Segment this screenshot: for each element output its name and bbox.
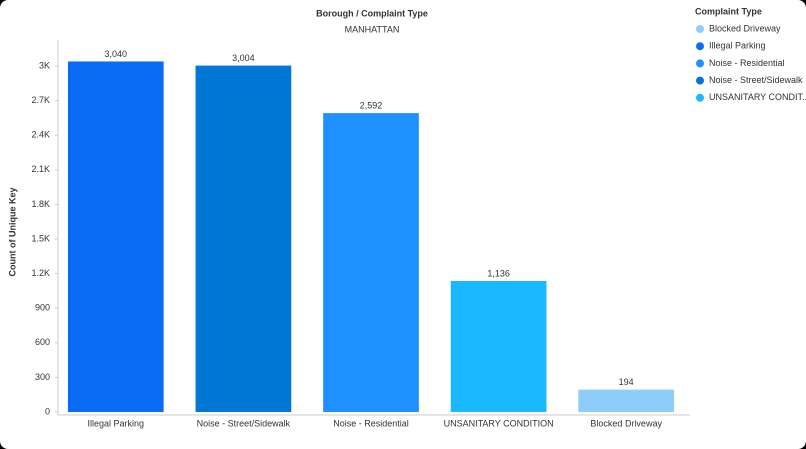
value-label: 2,592	[360, 100, 383, 110]
legend-label[interactable]: Illegal Parking	[709, 41, 766, 51]
legend-title: Complaint Type	[695, 6, 762, 16]
bar[interactable]	[323, 113, 419, 413]
y-tick-label: 2.4K	[31, 130, 50, 140]
y-tick-label: 1.5K	[31, 233, 50, 243]
bar[interactable]	[450, 281, 547, 412]
y-tick-label: 2.1K	[31, 164, 50, 174]
y-tick-label: 1.8K	[31, 199, 50, 209]
legend-label[interactable]: Noise - Street/Sidewalk	[709, 75, 803, 85]
value-label: 3,040	[105, 49, 128, 59]
legend-swatch	[696, 76, 704, 85]
bar[interactable]	[578, 389, 675, 412]
legend-label[interactable]: Noise - Residential	[709, 58, 785, 68]
legend-swatch	[696, 25, 704, 33]
value-label: 3,004	[232, 53, 255, 63]
y-tick-label: 0	[45, 406, 50, 416]
x-tick-label: Blocked Driveway	[590, 418, 662, 428]
y-tick-label: 3K	[39, 60, 50, 70]
y-tick-label: 2.7K	[31, 95, 50, 105]
value-label: 194	[619, 377, 634, 387]
legend-swatch	[696, 59, 704, 68]
bar[interactable]	[195, 65, 292, 412]
x-tick-label: UNSANITARY CONDITION	[444, 418, 554, 428]
chart-title: Borough / Complaint Type	[316, 8, 428, 18]
y-tick-label: 900	[35, 303, 50, 313]
x-tick-label: Noise - Street/Sidewalk	[197, 418, 291, 428]
y-axis-label: Count of Unique Key	[7, 188, 17, 277]
y-tick-label: 1.2K	[31, 268, 50, 278]
legend-swatch	[696, 93, 704, 102]
y-tick-label: 600	[35, 337, 50, 347]
x-tick-label: Illegal Parking	[88, 418, 145, 428]
bar[interactable]	[67, 61, 164, 412]
legend-label[interactable]: UNSANITARY CONDIT...	[709, 92, 806, 102]
value-label: 1,136	[487, 268, 510, 278]
legend-swatch	[696, 42, 704, 51]
y-tick-label: 300	[35, 372, 50, 382]
legend-label[interactable]: Blocked Driveway	[709, 23, 781, 33]
chart-subtitle: MANHATTAN	[345, 24, 400, 34]
x-tick-label: Noise - Residential	[333, 418, 409, 428]
